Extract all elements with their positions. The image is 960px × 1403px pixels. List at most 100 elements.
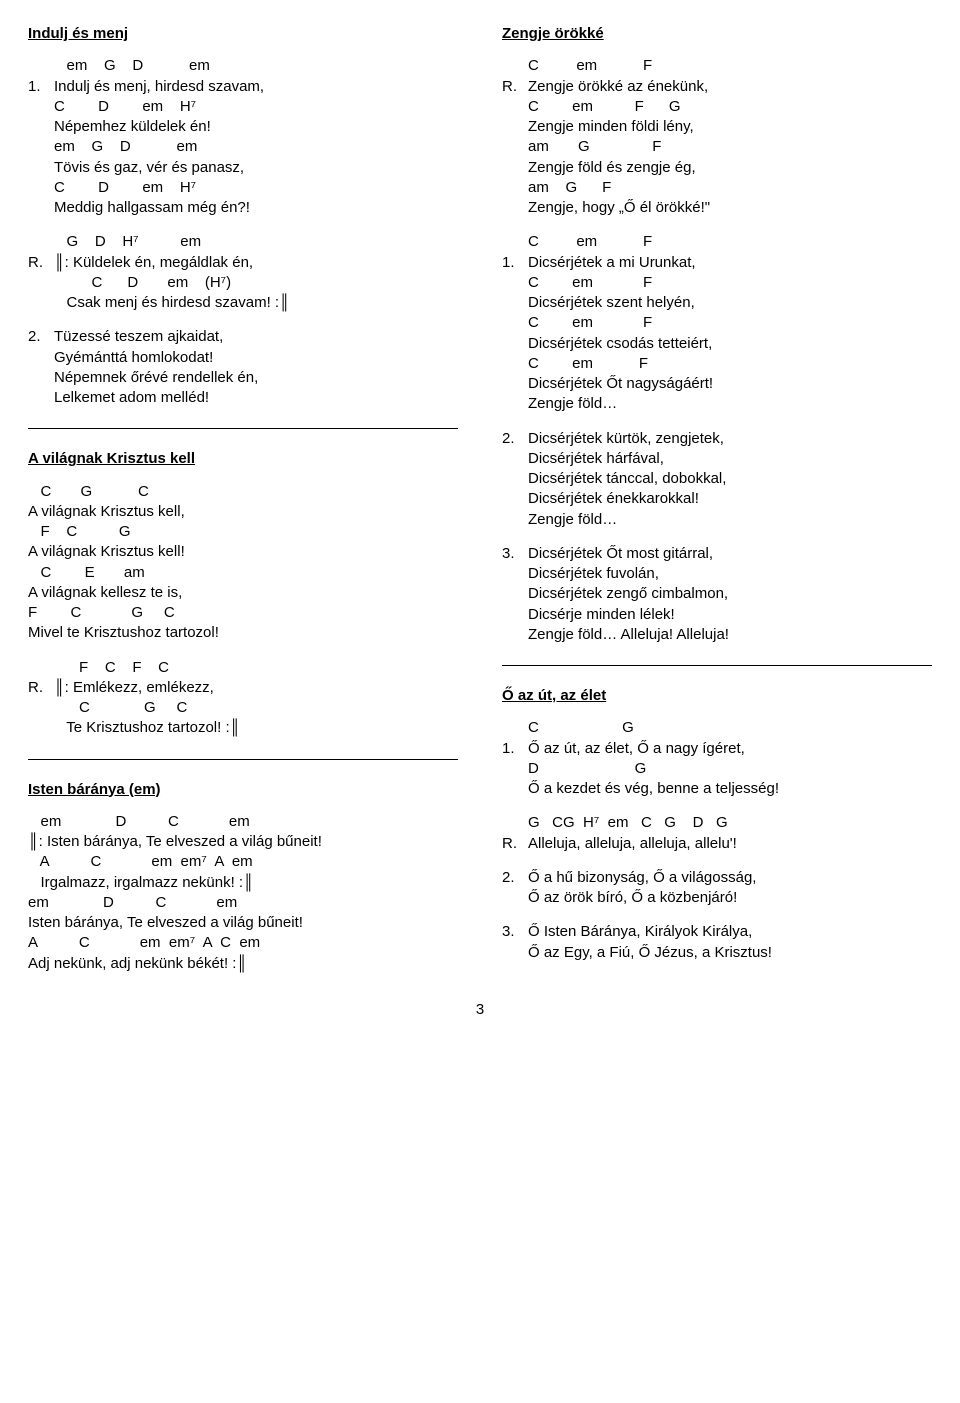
line-number (28, 56, 54, 76)
left-column: Indulj és menj em G D em 1.Indulj és men… (28, 24, 458, 992)
line-number (28, 388, 54, 408)
lyric-line: am G F (528, 137, 932, 157)
line-number (502, 313, 528, 333)
line-number (502, 97, 528, 117)
song-title: Indulj és menj (28, 24, 458, 44)
song-a-vilagnak-krisztus-kell: A világnak Krisztus kell C G C A világna… (28, 449, 458, 738)
line-number (28, 137, 54, 157)
line-number: 1. (28, 77, 54, 97)
lyric-line: Zengje föld és zengje ég, (528, 158, 932, 178)
line-number (28, 658, 54, 678)
line-number (502, 759, 528, 779)
line-number: 2. (502, 429, 528, 449)
line-number (28, 198, 54, 218)
line-number: 2. (502, 868, 528, 888)
lyric-line: A világnak Krisztus kell, (28, 502, 458, 522)
lyric-line: Tövis és gaz, vér és panasz, (54, 158, 458, 178)
verse-block: C G C A világnak Krisztus kell, F C G A … (28, 482, 458, 644)
divider (502, 665, 932, 666)
line-number (502, 394, 528, 414)
lyric-line: Ő az örök bíró, Ő a közbenjáró! (528, 888, 932, 908)
refrain-block: C em F R.Zengje örökké az énekünk, C em … (502, 56, 932, 218)
line-number (28, 273, 54, 293)
line-number (502, 564, 528, 584)
verse-block: C em F 1.Dicsérjétek a mi Urunkat, C em … (502, 232, 932, 414)
line-number (502, 449, 528, 469)
lyric-line: Csak menj és hirdesd szavam! :║ (54, 293, 458, 313)
line-number (502, 888, 528, 908)
lyric-line: C G C (54, 698, 458, 718)
lyric-line: Ő a hű bizonyság, Ő a világosság, (528, 868, 932, 888)
lyric-line: F C G C (28, 603, 458, 623)
lyric-line: A C em em⁷ A C em (28, 933, 458, 953)
line-number (28, 698, 54, 718)
lyric-line: C em F (528, 56, 932, 76)
lyric-line: Alleluja, alleluja, alleluja, allelu'! (528, 834, 932, 854)
lyric-line: Népemhez küldelek én! (54, 117, 458, 137)
lyric-line: C em F (528, 232, 932, 252)
lyric-line: C G C (28, 482, 458, 502)
refrain-block: F C F C R.║: Emlékezz, emlékezz, C G C T… (28, 658, 458, 739)
line-number: R. (502, 834, 528, 854)
lyric-line: Ő Isten Báránya, Királyok Királya, (528, 922, 932, 942)
lyric-line: em G D em (54, 137, 458, 157)
lyric-line: Dicsérjétek zengő cimbalmon, (528, 584, 932, 604)
verse-block: C G 1.Ő az út, az élet, Ő a nagy ígéret,… (502, 718, 932, 799)
lyric-line: A világnak kellesz te is, (28, 583, 458, 603)
line-number: R. (28, 253, 54, 273)
page-number: 3 (28, 1000, 932, 1020)
verse-block: 2.Dicsérjétek kürtök, zengjetek, Dicsérj… (502, 429, 932, 530)
verse-block: 2.Tüzessé teszem ajkaidat, Gyémánttá hom… (28, 327, 458, 408)
lyric-line: C em F G (528, 97, 932, 117)
line-number (502, 625, 528, 645)
song-title: Zengje örökké (502, 24, 932, 44)
verse-block: 3.Dicsérjétek Őt most gitárral, Dicsérjé… (502, 544, 932, 645)
line-number (28, 368, 54, 388)
lyric-line: Dicsérjétek csodás tetteiért, (528, 334, 932, 354)
lyric-line: Tüzessé teszem ajkaidat, (54, 327, 458, 347)
lyric-line: C G (528, 718, 932, 738)
verse-block: 3.Ő Isten Báránya, Királyok Királya, Ő a… (502, 922, 932, 963)
verse-block: em G D em 1.Indulj és menj, hirdesd szav… (28, 56, 458, 218)
lyric-line: C E am (28, 563, 458, 583)
lyric-line: Zengje föld… (528, 510, 932, 530)
line-number (28, 232, 54, 252)
line-number (502, 117, 528, 137)
line-number: R. (28, 678, 54, 698)
line-number (502, 354, 528, 374)
line-number (502, 56, 528, 76)
lyric-line: Dicsérjétek a mi Urunkat, (528, 253, 932, 273)
line-number (502, 813, 528, 833)
lyric-line: Ő az út, az élet, Ő a nagy ígéret, (528, 739, 932, 759)
lyric-line: Ő az Egy, a Fiú, Ő Jézus, a Krisztus! (528, 943, 932, 963)
line-number (502, 943, 528, 963)
line-number (28, 348, 54, 368)
line-number (502, 584, 528, 604)
lyric-line: am G F (528, 178, 932, 198)
line-number (502, 158, 528, 178)
divider (28, 759, 458, 760)
lyric-line: em G D em (54, 56, 458, 76)
lyric-line: Isten báránya, Te elveszed a világ bűnei… (28, 913, 458, 933)
line-number: 2. (28, 327, 54, 347)
lyric-line: Dicsérjétek Őt nagyságáért! (528, 374, 932, 394)
line-number (502, 489, 528, 509)
lyric-line: Dicsérjétek hárfával, (528, 449, 932, 469)
song-title: A világnak Krisztus kell (28, 449, 458, 469)
line-number (502, 510, 528, 530)
lyric-line: Dicsérje minden lélek! (528, 605, 932, 625)
song-indulj-es-menj: Indulj és menj em G D em 1.Indulj és men… (28, 24, 458, 408)
lyric-line: Zengje föld… Alleluja! Alleluja! (528, 625, 932, 645)
lyric-line: em D C em (28, 893, 458, 913)
song-title: Isten báránya (em) (28, 780, 458, 800)
line-number (28, 117, 54, 137)
lyric-line: Ő a kezdet és vég, benne a teljesség! (528, 779, 932, 799)
refrain-block: G CG H⁷ em C G D G R.Alleluja, alleluja,… (502, 813, 932, 854)
verse-block: em D C em ║: Isten báránya, Te elveszed … (28, 812, 458, 974)
line-number (502, 137, 528, 157)
lyric-line: Meddig hallgassam még én?! (54, 198, 458, 218)
lyric-line: C D em H⁷ (54, 97, 458, 117)
lyric-line: em D C em (28, 812, 458, 832)
line-number (502, 374, 528, 394)
lyric-line: Zengje, hogy „Ő él örökké!" (528, 198, 932, 218)
